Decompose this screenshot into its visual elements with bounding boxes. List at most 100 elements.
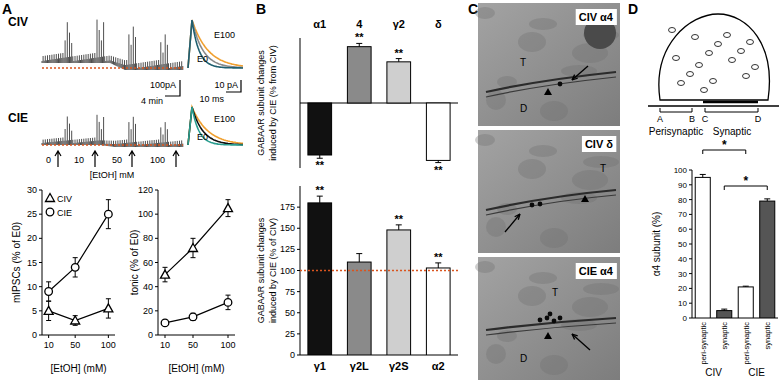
y-tick [297,355,300,356]
bar [695,177,710,318]
presynaptic-bouton [659,14,769,100]
y-tick-label: 5 [32,306,37,316]
texture [583,283,619,295]
vesicle [678,81,685,86]
x-tick [165,335,166,338]
vesicle [738,49,745,54]
diagram-mark: B [689,114,695,124]
significance: ** [394,213,403,225]
axis-title: induced by CIE (% from CIV) [268,45,278,161]
y-tick [689,184,692,185]
micrograph-background [478,130,620,253]
data-point [224,299,232,307]
texture [529,18,557,30]
structure-label: D [520,103,527,114]
vesicle [752,65,759,70]
texture [486,344,506,364]
axis-title: GABAAR subunit changes [256,217,266,323]
data-point [161,270,170,278]
average-ipsc [188,20,243,68]
plot-area [44,200,113,326]
micrograph: TDCIE α4 [475,257,620,380]
y-tick-label: 40 [678,255,687,264]
texture [475,261,495,273]
error-bar [700,174,706,177]
bar [387,62,411,103]
y-tick-label: 10 [678,299,687,308]
y-tick [39,310,42,311]
category-label: peri-synaptic [699,322,708,365]
y-tick [39,238,42,239]
reference-line [300,270,458,272]
image-label: CIV α4 [579,11,614,23]
legend-marker [46,194,55,202]
trace-label: E100 [214,30,235,40]
data-point [189,244,198,252]
category-label: α2 [432,360,445,372]
gold-particle [545,316,550,321]
label-box [582,136,616,152]
data-point [161,319,169,327]
trace-label: E0 [197,54,208,64]
panel-label: D [628,1,638,17]
x-tick-label: 100 [101,340,116,350]
structure-label: T [520,57,526,68]
arrow [55,151,61,167]
label-box [576,9,617,25]
membrane [486,195,616,215]
vesicle [743,74,750,79]
category-label: γ1 [314,360,326,372]
axis-title: α4 subunit (%) [651,212,662,277]
average-ipsc [188,107,243,145]
plot-area [308,43,450,162]
significance: ** [434,164,443,176]
diagram-mark: C [702,114,709,124]
average-ipsc [188,20,243,68]
error-bar [356,43,362,46]
micrograph: T D CIV α4 [475,3,620,126]
category-label: α1 [313,18,326,30]
error-bar [396,59,402,62]
synaptic-density [703,101,758,104]
y-tick-label: 70 [678,210,687,219]
y-tick-label: 0 [148,330,153,340]
vesicle [706,51,713,56]
y-tick-label: 100 [138,209,153,219]
y-tick [689,170,692,171]
vesicle [710,79,717,84]
significance: ** [315,184,324,196]
y-tick [155,238,158,239]
arrow [505,214,520,232]
gold-particle [548,312,553,317]
legend-label: CIE [57,208,72,218]
ethanol-step: 0 [46,155,51,165]
series-line [165,302,228,323]
y-tick-label: 10 [27,282,37,292]
y-tick [39,262,42,263]
arrow [572,66,588,80]
y-tick [155,310,158,311]
panel-label: B [256,1,266,17]
gold-particle [558,316,563,321]
y-tick [297,291,300,292]
y-tick-label: 0 [32,330,37,340]
series-line [49,214,109,291]
category-label: synaptic [720,322,729,350]
x-tick [108,335,109,338]
y-tick [39,214,42,215]
bar [426,103,450,160]
y-tick-label: 25 [27,209,37,219]
y-tick [155,262,158,263]
vesicle [696,63,703,68]
y-tick [39,190,42,191]
y-tick [39,335,42,336]
y-tick [297,249,300,250]
arrowhead-marker [544,332,552,339]
membrane [486,323,616,335]
x-tick [48,335,49,338]
vesicle [715,42,722,47]
membrane [486,72,616,92]
texture [540,228,568,248]
texture [529,145,557,157]
average-ipsc [188,20,243,68]
